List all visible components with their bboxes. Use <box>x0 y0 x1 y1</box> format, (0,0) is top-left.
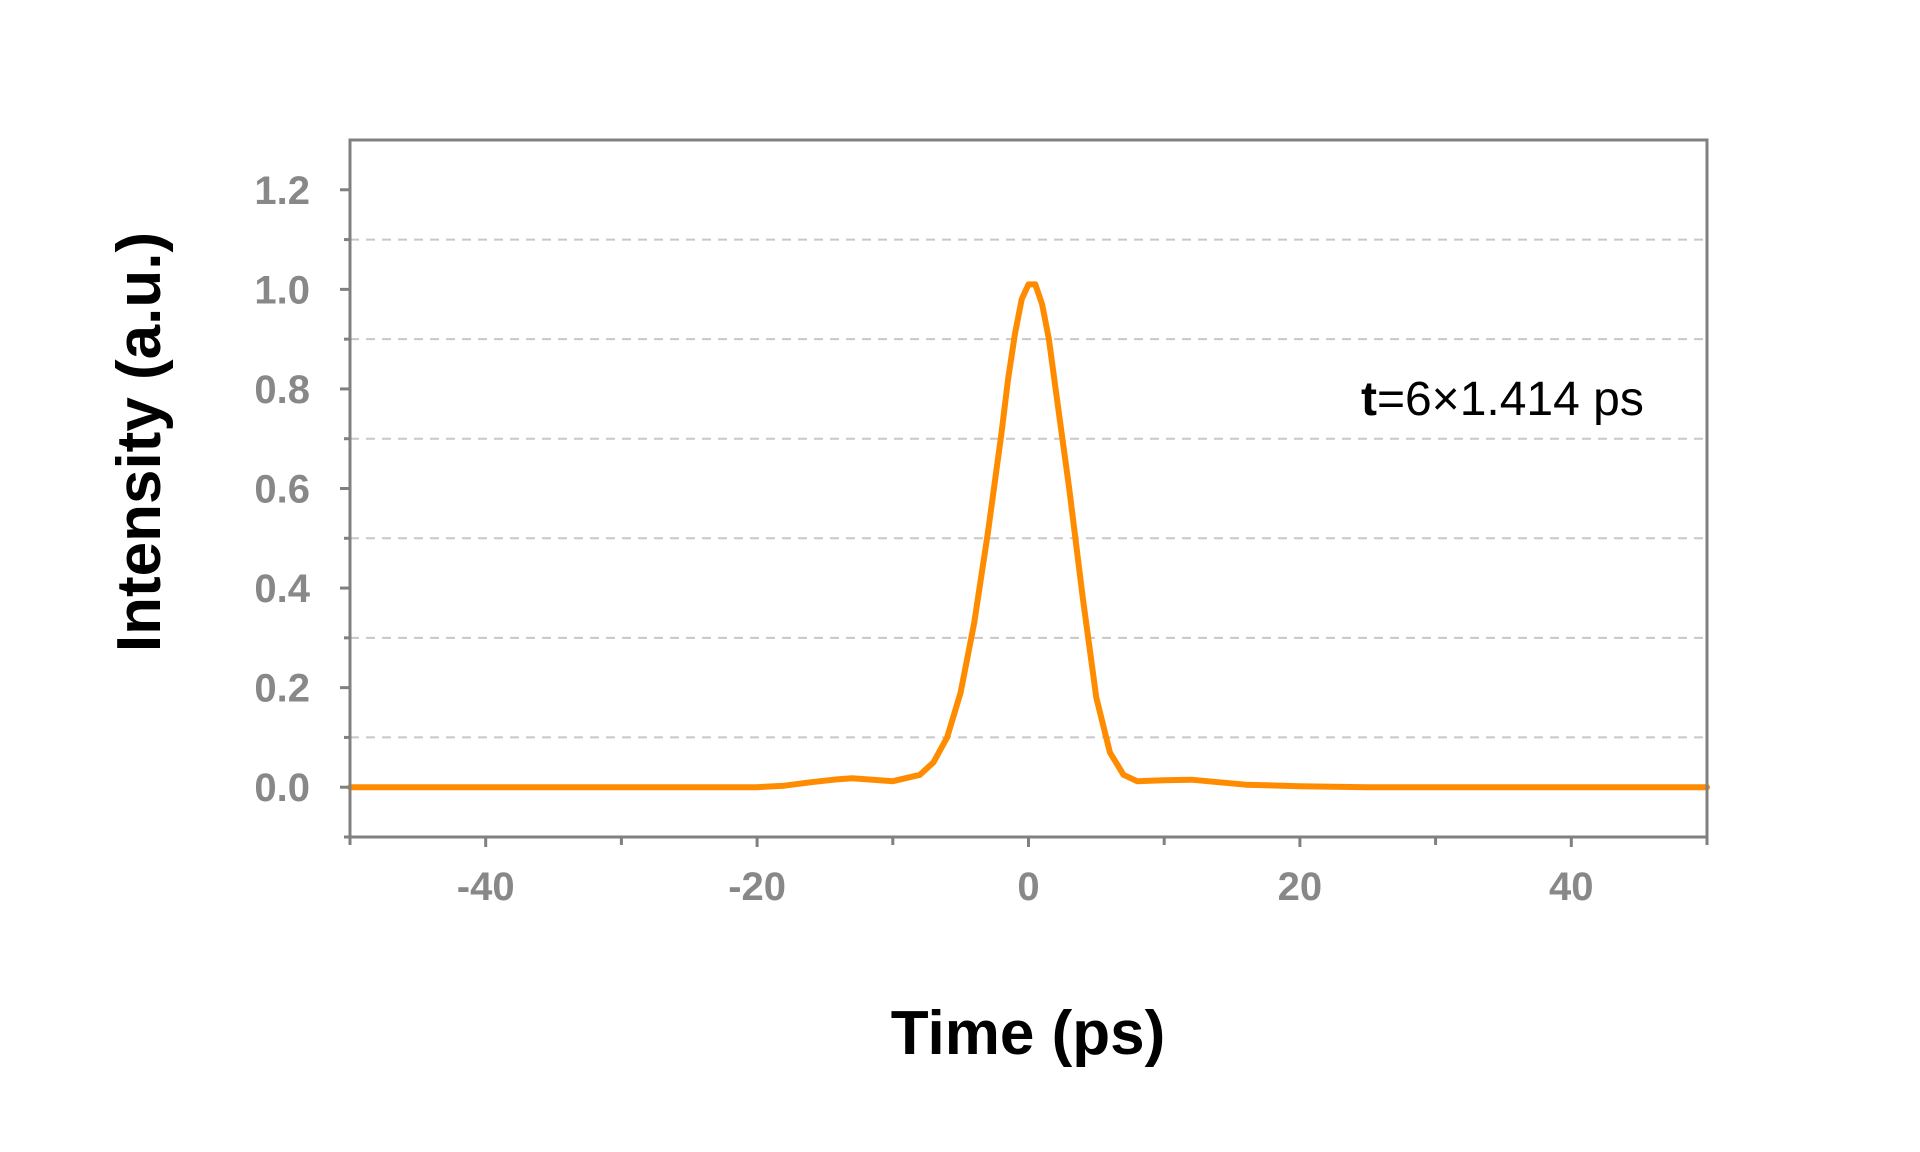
x-tick-label: 20 <box>1278 865 1323 909</box>
y-tick-label: 0.4 <box>254 567 310 611</box>
y-tick-label: 0.2 <box>254 667 310 711</box>
annotation-symbol: t <box>1361 373 1377 426</box>
y-tick-label: 0.6 <box>254 468 310 512</box>
y-tick-label: 1.0 <box>254 268 310 312</box>
x-tick-label: -20 <box>728 865 786 909</box>
x-tick-label: 0 <box>1017 865 1039 909</box>
x-tick-label: -40 <box>457 865 515 909</box>
grid-lines <box>350 238 1707 739</box>
y-tick-label: 1.2 <box>254 169 310 213</box>
pulse-width-annotation: t=6×1.414 ps <box>1361 373 1644 426</box>
y-axis-title: Intensity (a.u.) <box>105 232 174 652</box>
x-axis: -40 -20 0 20 40 <box>348 837 1709 909</box>
y-axis: 0.0 0.2 0.4 0.6 0.8 1.0 1.2 <box>254 169 350 839</box>
plot-frame <box>348 138 1709 839</box>
y-tick-label: 0.8 <box>254 368 310 412</box>
annotation-text: =6×1.414 ps <box>1377 373 1644 426</box>
data-line <box>347 281 1710 791</box>
x-tick-label: 40 <box>1549 865 1594 909</box>
y-tick-label: 0.0 <box>254 766 310 810</box>
x-axis-title: Time (ps) <box>891 999 1165 1068</box>
